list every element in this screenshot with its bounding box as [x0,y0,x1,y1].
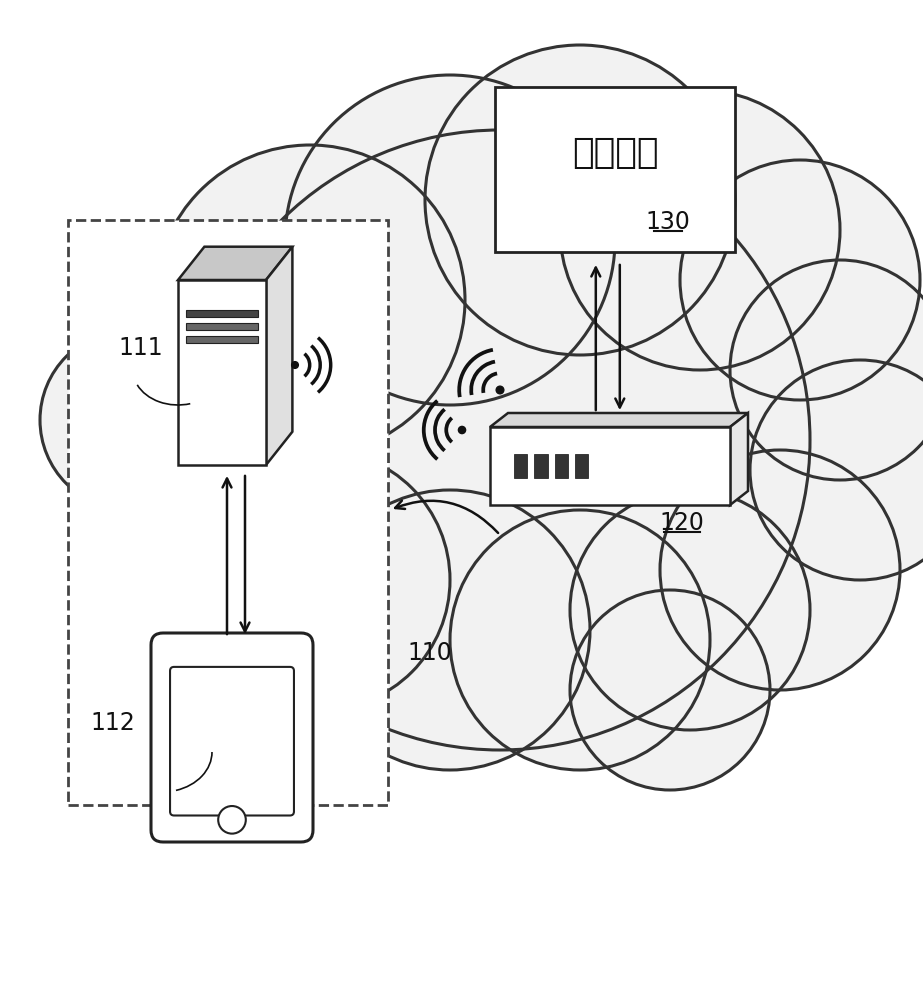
Circle shape [570,490,810,730]
Circle shape [730,260,923,480]
Circle shape [90,240,310,460]
Polygon shape [730,413,748,505]
Circle shape [660,450,900,690]
Circle shape [680,160,920,400]
Circle shape [190,450,450,710]
Circle shape [425,45,735,355]
FancyBboxPatch shape [178,280,266,465]
Circle shape [218,806,246,834]
FancyBboxPatch shape [555,454,568,478]
Text: 120: 120 [660,511,704,535]
Circle shape [155,145,465,455]
Text: 112: 112 [90,711,135,735]
Polygon shape [266,247,293,465]
Text: 110: 110 [408,641,452,665]
Circle shape [450,510,710,770]
FancyArrowPatch shape [395,501,498,533]
FancyBboxPatch shape [490,427,730,505]
Circle shape [310,490,590,770]
FancyBboxPatch shape [495,87,735,252]
Circle shape [292,362,298,368]
FancyBboxPatch shape [170,667,294,816]
Circle shape [459,426,465,434]
FancyBboxPatch shape [186,310,258,317]
Text: 目标装置: 目标装置 [571,136,658,170]
FancyBboxPatch shape [186,323,258,330]
Circle shape [570,590,770,790]
FancyBboxPatch shape [514,454,527,478]
Circle shape [750,360,923,580]
FancyBboxPatch shape [575,454,588,478]
Polygon shape [178,247,293,280]
Circle shape [190,130,810,750]
Text: 111: 111 [118,336,162,360]
Circle shape [40,330,220,510]
FancyBboxPatch shape [186,336,258,343]
FancyBboxPatch shape [151,633,313,842]
FancyBboxPatch shape [534,454,547,478]
Circle shape [560,90,840,370]
Circle shape [497,386,504,394]
Polygon shape [490,413,748,427]
FancyBboxPatch shape [68,220,388,805]
Text: 130: 130 [645,210,690,234]
Circle shape [285,75,615,405]
